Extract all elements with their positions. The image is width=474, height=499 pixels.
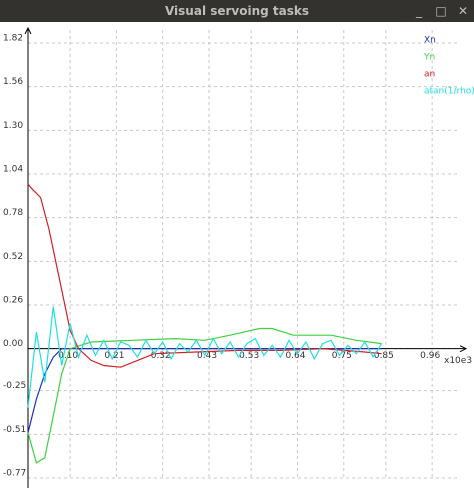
window-title: Visual servoing tasks bbox=[164, 4, 310, 18]
x-tick-label: 0.21 bbox=[104, 351, 124, 361]
series-line bbox=[27, 348, 382, 433]
y-tick-label: 0.78 bbox=[3, 208, 23, 218]
x-axis-label: x10e3 bbox=[444, 356, 472, 366]
x-tick-label: 0.64 bbox=[285, 351, 305, 361]
y-tick-label: 0.52 bbox=[3, 252, 23, 262]
x-tick-label: 0.85 bbox=[374, 351, 394, 361]
x-tick-label: 0.32 bbox=[151, 351, 171, 361]
y-tick-label: 1.82 bbox=[3, 34, 23, 44]
y-tick-label: 1.56 bbox=[3, 77, 23, 87]
x-axis-arrow bbox=[459, 345, 468, 353]
y-tick-label: -0.77 bbox=[3, 469, 26, 479]
x-tick-label: 0.43 bbox=[197, 351, 217, 361]
chart: 1.82 1.56 1.30 1.04 0.78 0.52 0.26 0.00 -0.25 -0.… bbox=[3, 26, 474, 488]
maximize-button[interactable]: □ bbox=[435, 4, 447, 18]
legend-label: Xn bbox=[424, 36, 436, 46]
x-tick-label: 0.10 bbox=[58, 351, 78, 361]
series-line bbox=[27, 306, 383, 408]
x-tick-label: 0.53 bbox=[239, 351, 259, 361]
close-button[interactable]: ✕ bbox=[457, 4, 469, 18]
y-tick-label: -0.25 bbox=[3, 381, 26, 391]
y-tick-label: -0.51 bbox=[3, 425, 26, 435]
legend-label: Yn bbox=[423, 53, 435, 63]
series-line bbox=[27, 327, 382, 464]
minimize-button[interactable]: _ bbox=[416, 4, 422, 18]
y-tick-label: 0.00 bbox=[3, 339, 23, 349]
title-bar: Visual servoing tasks bbox=[0, 0, 474, 22]
x-tick-label: 0.75 bbox=[332, 351, 352, 361]
legend-label: an bbox=[424, 70, 435, 80]
x-tick-label: 0.96 bbox=[420, 351, 440, 361]
y-tick-label: 0.26 bbox=[3, 296, 23, 306]
y-tick-label: 1.04 bbox=[3, 165, 23, 175]
y-axis-arrow bbox=[24, 26, 32, 35]
legend-label: atan(1/rho) bbox=[424, 87, 474, 97]
series-line bbox=[27, 183, 382, 368]
y-tick-label: 1.30 bbox=[3, 121, 23, 131]
